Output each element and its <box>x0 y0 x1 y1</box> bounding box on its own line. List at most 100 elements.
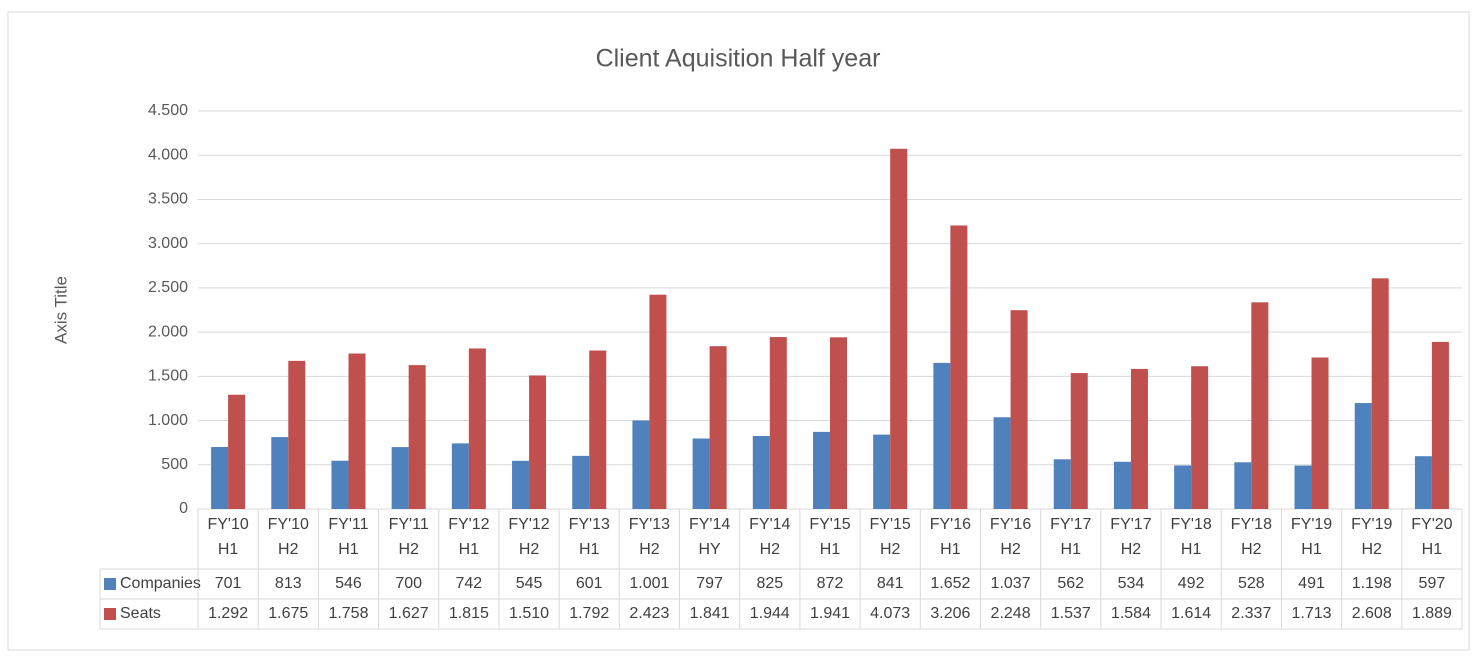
bar <box>752 436 770 509</box>
x-tick-label: H1 <box>820 541 841 558</box>
table-value: 841 <box>877 575 904 592</box>
bar <box>1431 341 1449 509</box>
x-tick-label: FY'20 <box>1411 516 1452 533</box>
x-tick-label: H2 <box>639 541 660 558</box>
table-value: 700 <box>395 575 422 592</box>
bar <box>1174 465 1192 509</box>
bar <box>1010 310 1028 509</box>
x-tick-label: HY <box>699 541 722 558</box>
y-tick-label: 1.500 <box>148 368 188 385</box>
x-tick-label: H2 <box>398 541 419 558</box>
x-tick-label: FY'12 <box>508 516 549 533</box>
table-value: 597 <box>1419 575 1446 592</box>
x-tick-label: H2 <box>519 541 540 558</box>
legend-label: Seats <box>120 605 161 622</box>
bar <box>271 437 289 509</box>
x-tick-label: FY'17 <box>1110 516 1151 533</box>
x-tick-label: H2 <box>1000 541 1021 558</box>
x-tick-label: FY'10 <box>207 516 248 533</box>
table-value: 1.889 <box>1412 605 1452 622</box>
table-value: 825 <box>756 575 783 592</box>
bar <box>769 337 787 509</box>
x-tick-label: FY'14 <box>689 516 730 533</box>
bar <box>288 360 306 509</box>
table-value: 742 <box>456 575 483 592</box>
x-tick-label: H1 <box>459 541 480 558</box>
y-tick-label: 1.000 <box>148 412 188 429</box>
bar <box>211 447 229 509</box>
y-tick-label: 4.500 <box>148 102 188 119</box>
x-tick-label: FY'17 <box>1050 516 1091 533</box>
x-tick-label: H1 <box>579 541 600 558</box>
y-tick-label: 4.000 <box>148 146 188 163</box>
y-tick-label: 2.500 <box>148 279 188 296</box>
bar <box>512 460 530 509</box>
x-tick-label: H2 <box>1241 541 1262 558</box>
table-value: 601 <box>576 575 603 592</box>
legend-label: Companies <box>120 575 201 592</box>
table-value: 1.815 <box>449 605 489 622</box>
x-tick-label: H1 <box>338 541 359 558</box>
table-value: 2.248 <box>991 605 1031 622</box>
table-value: 1.652 <box>930 575 970 592</box>
table-value: 1.792 <box>569 605 609 622</box>
bar <box>1354 403 1372 509</box>
table-value: 1.510 <box>509 605 549 622</box>
table-value: 1.944 <box>750 605 790 622</box>
legend-swatch <box>104 608 116 620</box>
table-value: 2.337 <box>1231 605 1271 622</box>
x-tick-label: H2 <box>1121 541 1142 558</box>
bar <box>1414 456 1432 509</box>
chart-title: Client Aquisition Half year <box>596 45 881 73</box>
x-tick-label: FY'13 <box>629 516 670 533</box>
x-tick-label: FY'11 <box>328 516 368 533</box>
x-tick-label: FY'16 <box>930 516 971 533</box>
table-value: 1.627 <box>389 605 429 622</box>
bar <box>572 455 590 509</box>
x-tick-label: FY'11 <box>389 516 429 533</box>
table-value: 545 <box>516 575 543 592</box>
table-value: 1.292 <box>208 605 248 622</box>
x-tick-label: FY'18 <box>1231 516 1272 533</box>
y-tick-label: 500 <box>161 456 188 473</box>
bar <box>813 431 830 509</box>
table-value: 1.537 <box>1051 605 1091 622</box>
bar <box>649 294 667 509</box>
x-tick-label: H1 <box>1301 541 1322 558</box>
bar <box>873 434 891 509</box>
bar <box>468 348 486 509</box>
bar <box>589 350 607 509</box>
table-value: 1.675 <box>268 605 308 622</box>
y-tick-label: 2.000 <box>148 323 188 340</box>
bar <box>709 346 727 509</box>
y-tick-label: 0 <box>179 500 188 517</box>
x-tick-label: H2 <box>760 541 781 558</box>
x-tick-label: H1 <box>1181 541 1202 558</box>
table-value: 492 <box>1178 575 1205 592</box>
bar <box>692 438 710 509</box>
bar <box>1130 368 1148 509</box>
table-value: 491 <box>1298 575 1325 592</box>
bar <box>1294 465 1312 509</box>
table-value: 701 <box>215 575 242 592</box>
bar <box>632 420 650 509</box>
bar <box>451 443 469 509</box>
table-value: 3.206 <box>930 605 970 622</box>
x-tick-label: H1 <box>1422 541 1443 558</box>
table-value: 1.037 <box>991 575 1031 592</box>
y-tick-label: 3.500 <box>148 191 188 208</box>
x-tick-label: H2 <box>278 541 299 558</box>
x-tick-label: FY'14 <box>749 516 790 533</box>
bar <box>529 375 547 509</box>
y-tick-label: 3.000 <box>148 235 188 252</box>
x-tick-label: FY'19 <box>1351 516 1392 533</box>
bar <box>1371 278 1389 509</box>
table-value: 1.614 <box>1171 605 1211 622</box>
x-tick-label: H2 <box>880 541 901 558</box>
x-tick-label: FY'19 <box>1291 516 1332 533</box>
table-value: 2.423 <box>629 605 669 622</box>
x-tick-label: FY'12 <box>448 516 489 533</box>
bar <box>1234 462 1252 509</box>
bar <box>830 337 847 509</box>
